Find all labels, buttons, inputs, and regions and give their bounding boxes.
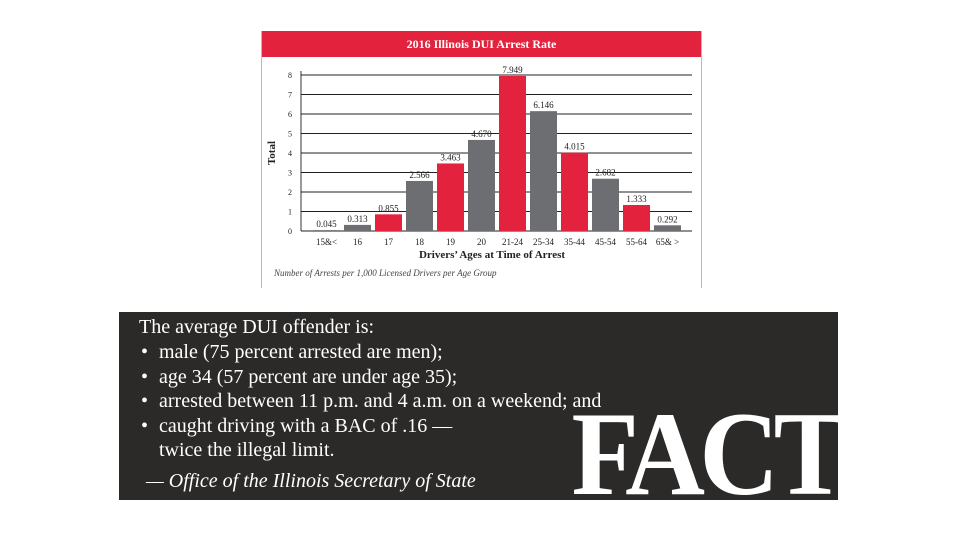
- x-tick-label: 20: [477, 237, 487, 247]
- y-tick-label: 7: [288, 91, 292, 100]
- y-tick-label: 6: [288, 110, 292, 119]
- bar-16: [344, 224, 371, 231]
- x-tick-label: 65& >: [656, 237, 679, 247]
- bar-55-64: [623, 205, 650, 231]
- chart-title: 2016 Illinois DUI Arrest Rate: [406, 37, 557, 51]
- bullet-icon: •: [141, 341, 149, 363]
- fact-item-text: male (75 percent arrested are men);: [159, 341, 443, 363]
- data-label: 7.949: [502, 65, 523, 75]
- data-label: 1.333: [626, 194, 647, 204]
- chart-title-bar: 2016 Illinois DUI Arrest Rate: [262, 31, 701, 57]
- x-tick-label: 16: [353, 237, 363, 247]
- x-tick-label: 55-64: [626, 237, 647, 247]
- bar-65-: [654, 225, 681, 231]
- bar-35-44: [561, 152, 588, 231]
- y-tick-label: 5: [288, 130, 292, 139]
- bar-17: [375, 214, 402, 231]
- y-axis-label: Total: [266, 141, 278, 165]
- data-label: 0.045: [316, 219, 337, 229]
- data-label: 0.855: [378, 203, 399, 213]
- x-tick-label: 15&<: [316, 237, 337, 247]
- bar-18: [406, 180, 433, 231]
- x-tick-label: 17: [384, 237, 394, 247]
- fact-item-text: arrested between 11 p.m. and 4 a.m. on a…: [159, 390, 602, 412]
- bullet-icon: •: [141, 414, 149, 437]
- bar-15-: [313, 230, 340, 231]
- bar-25-34: [530, 111, 557, 231]
- data-label: 4.015: [564, 142, 585, 152]
- x-tick-label: 35-44: [564, 237, 585, 247]
- data-label: 2.682: [595, 168, 615, 178]
- fact-item: • male (75 percent arrested are men);: [139, 340, 601, 365]
- data-label: 3.463: [440, 152, 461, 162]
- fact-item: • age 34 (57 percent are under age 35);: [139, 365, 601, 390]
- fact-box: The average DUI offender is: • male (75 p…: [119, 312, 838, 500]
- fact-stamp: FACT: [571, 387, 838, 501]
- x-tick-label: 18: [415, 237, 425, 247]
- bar-chart: 0 1 2 3 4 5 6 7 8 0.045 15&< 0.313 16 0.855 17 2.566 18 3…: [266, 65, 692, 278]
- bar-19: [437, 163, 464, 231]
- data-label: 0.292: [657, 214, 677, 224]
- bar-45-54: [592, 178, 619, 231]
- bullet-icon: •: [141, 390, 149, 412]
- bullet-icon: •: [141, 365, 149, 388]
- fact-item-text: age 34 (57 percent are under age 35);: [159, 365, 458, 388]
- fact-item-text: twice the illegal limit.: [159, 439, 335, 461]
- x-tick-label: 21-24: [502, 237, 523, 247]
- data-label: 6.146: [533, 100, 554, 110]
- fact-list: • male (75 percent arrested are men); • age…: [139, 340, 601, 463]
- x-axis-label: Drivers’ Ages at Time of Arrest: [419, 249, 565, 261]
- y-tick-label: 4: [288, 149, 292, 158]
- chart-note: Number of Arrests per 1,000 Licensed Dri…: [273, 268, 497, 278]
- fact-item-text: caught driving with a BAC of .16 —: [159, 414, 453, 437]
- y-tick-label: 3: [288, 169, 292, 178]
- fact-intro: The average DUI offender is:: [139, 316, 375, 338]
- data-label: 0.313: [347, 214, 368, 224]
- data-label: 4.670: [471, 129, 492, 139]
- fact-source: — Office of the Illinois Secretary of St…: [146, 470, 476, 492]
- y-tick-label: 1: [288, 208, 292, 217]
- x-tick-label: 45-54: [595, 237, 616, 247]
- y-tick-label: 8: [288, 71, 292, 80]
- bar-20: [468, 139, 495, 231]
- y-tick-label: 0: [288, 227, 292, 236]
- bar-21-24: [499, 75, 526, 231]
- x-tick-label: 19: [446, 237, 456, 247]
- x-tick-label: 25-34: [533, 237, 554, 247]
- fact-item: • arrested between 11 p.m. and 4 a.m. on …: [139, 389, 601, 414]
- y-tick-label: 2: [288, 188, 292, 197]
- fact-item: • caught driving with a BAC of .16 — twice…: [139, 414, 601, 463]
- data-label: 2.566: [409, 170, 430, 180]
